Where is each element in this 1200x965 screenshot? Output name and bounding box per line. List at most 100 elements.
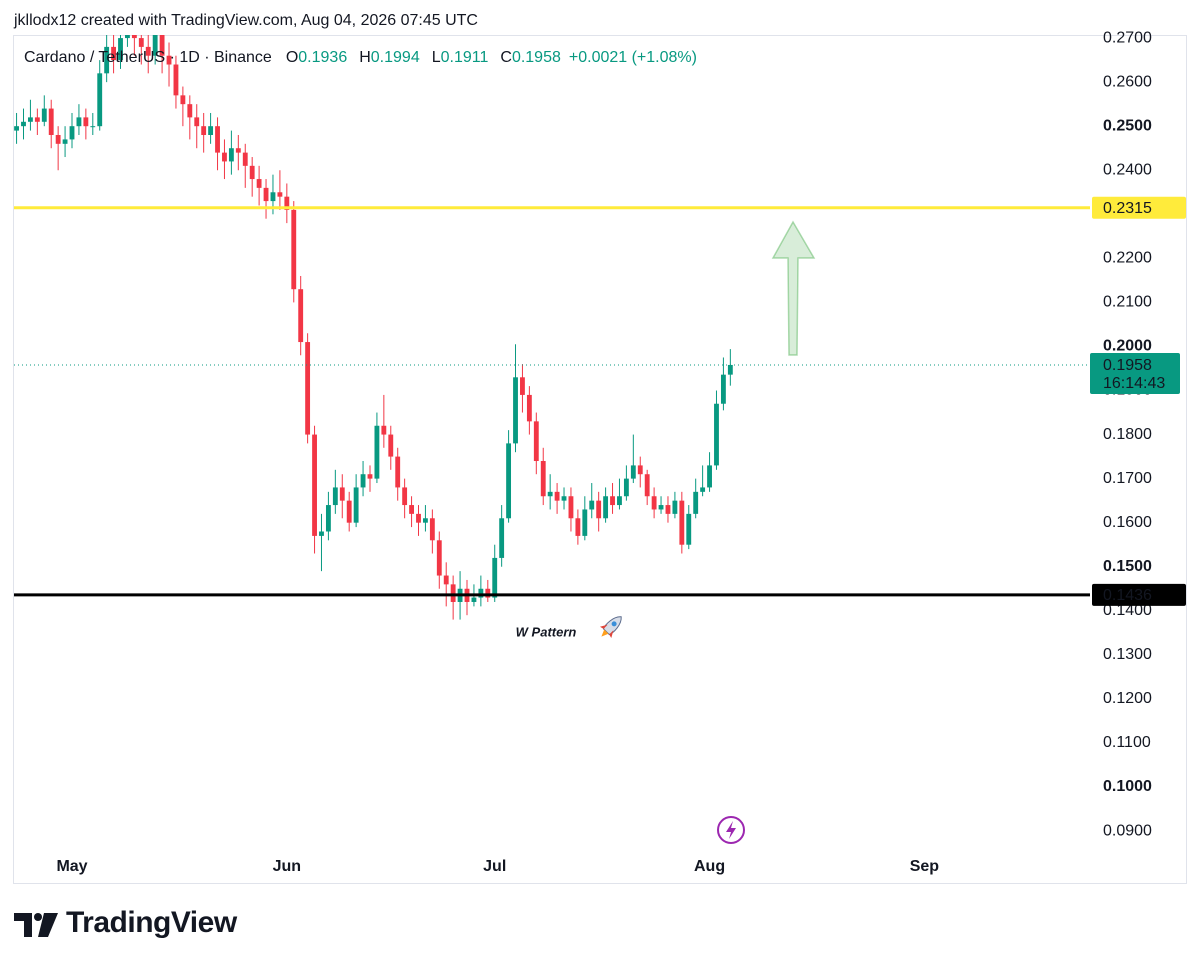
plot-area [14,35,1090,620]
level-label-box [1092,583,1186,606]
candle-body [554,491,560,501]
candle-body [665,505,671,514]
candle-body [679,500,685,545]
chart-frame [13,35,1187,884]
legend-key: C [500,49,512,66]
candle-body [540,461,546,497]
candle-body [325,505,331,532]
candle-body [83,117,89,127]
candle-body [707,465,712,488]
candle-body [291,209,297,290]
candle-body [367,474,373,479]
y-tick-label: 0.2200 [1103,250,1152,267]
candle-body [575,518,581,536]
legend-value: 0.1958 [511,49,561,66]
y-tick-label: 0.1700 [1103,470,1152,487]
candle-body [436,540,442,576]
candle-body [499,518,505,558]
candle-body [145,46,151,56]
legend-key: H [359,49,371,66]
last-price-label: 0.1958 [1103,357,1152,374]
candle-body [194,117,200,127]
y-tick-label: 0.1400 [1103,602,1152,619]
candle-body [215,126,220,153]
candle-body [610,496,615,506]
candle-body [242,152,248,166]
candle-body [180,95,186,105]
candle-body [561,496,567,501]
candle-body [298,289,304,343]
candle-body [55,135,61,144]
candle-body [173,64,179,96]
candle-body [62,139,68,144]
legend-change: +0.0021 (+1.08%) [568,49,697,66]
candle-body [630,465,636,479]
y-tick-label: 0.0900 [1103,822,1152,839]
candle-body [319,531,324,536]
candle-body [21,121,26,127]
symbol-legend: Cardano / TetherUS · 1D · Binance O 0.193… [24,49,705,67]
y-tick-label: 0.1100 [1103,734,1151,751]
candle-body [513,377,518,444]
y-tick-label: 0.1300 [1103,646,1152,663]
candle-body [228,148,234,162]
candle-body [506,443,512,519]
candle-body [152,35,158,56]
candle-body [603,496,609,519]
y-tick-label: 0.2500 [1103,117,1152,134]
candle-body [374,425,380,479]
events-icon [717,816,745,844]
candle-body [360,474,366,488]
candle-body [402,487,408,506]
candle-body [263,187,269,202]
legend-value: 0.1911 [440,49,489,66]
candle-body [644,474,650,497]
candle-body [693,491,699,514]
candle-body [714,403,719,466]
candle-body [305,342,311,435]
y-tick-label: 0.1200 [1103,690,1152,707]
brand-name: TradingView [66,906,237,939]
candle-body [568,496,574,519]
candle-body [450,584,456,602]
candle-body [720,374,726,404]
candle-body [700,487,706,492]
legend-value: 0.1994 [370,49,420,66]
legend-key: O [285,49,299,66]
level-label: 0.2315 [1103,200,1152,217]
price-axis: 0.0900 0.1000 0.1100 0.1200 0.1300 0.1400 0.15… [1090,29,1186,839]
candle-body [478,588,484,598]
legend-key: L [431,49,441,66]
y-tick-label: 0.2100 [1103,294,1152,311]
candle-body [658,505,664,510]
candle-body [187,104,193,118]
candle-body [277,192,283,197]
candle-body [332,487,338,506]
candle-body [90,126,96,128]
symbol: Cardano / TetherUS · 1D · Binance [24,49,272,66]
x-tick-label: Aug [694,858,725,875]
candle-body [76,117,82,127]
candle-body [339,487,345,501]
candle-body [526,394,532,422]
candle-body [589,500,595,510]
y-tick-label: 0.2000 [1103,338,1152,355]
candle-body [547,491,553,497]
candle-body [429,518,435,541]
candle-body [395,456,401,488]
candle-body [596,500,602,519]
level-label-box [1092,196,1186,219]
candle-body [118,38,123,61]
candle-body [201,126,207,136]
y-tick-label: 0.2400 [1103,161,1152,178]
credit-line: jkllodx12 created with TradingView.com, … [14,12,478,29]
level-label: 0.1436 [1103,587,1152,604]
candle-body [346,500,352,523]
candle-body [249,165,255,180]
brand-logo [14,913,58,937]
candle-body [166,55,172,65]
candle-body [270,192,276,202]
candle-body [104,46,110,74]
